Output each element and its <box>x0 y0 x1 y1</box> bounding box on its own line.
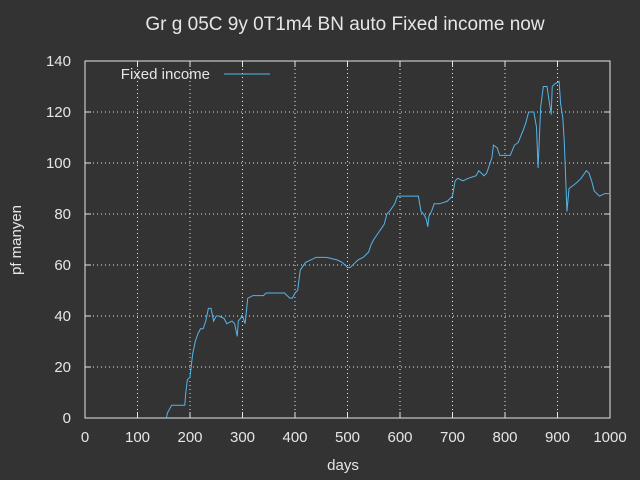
x-axis-label: days <box>327 457 359 474</box>
y-tick-label: 140 <box>46 53 71 70</box>
y-tick-label: 20 <box>54 359 71 376</box>
data-line <box>165 80 609 419</box>
x-tick-label: 800 <box>492 429 517 446</box>
chart-title: Gr g 05C 9y 0T1m4 BN auto Fixed income n… <box>145 14 544 35</box>
y-tick-label: 80 <box>54 206 71 223</box>
legend-label: Fixed income <box>121 66 210 83</box>
x-tick-label: 400 <box>282 429 307 446</box>
y-tick-label: 120 <box>46 104 71 121</box>
x-tick-label: 300 <box>230 429 255 446</box>
x-tick-label: 0 <box>81 429 89 446</box>
x-tick-label: 100 <box>125 429 150 446</box>
x-tick-label: 200 <box>177 429 202 446</box>
x-tick-label: 700 <box>440 429 465 446</box>
x-tick-label: 900 <box>545 429 570 446</box>
y-tick-label: 100 <box>46 155 71 172</box>
y-tick-label: 40 <box>54 308 71 325</box>
x-tick-label: 600 <box>387 429 412 446</box>
y-tick-label: 0 <box>63 410 71 427</box>
y-axis-label: pf manyen <box>8 205 25 275</box>
x-tick-label: 500 <box>335 429 360 446</box>
y-tick-label: 60 <box>54 257 71 274</box>
x-tick-label: 1000 <box>593 429 626 446</box>
